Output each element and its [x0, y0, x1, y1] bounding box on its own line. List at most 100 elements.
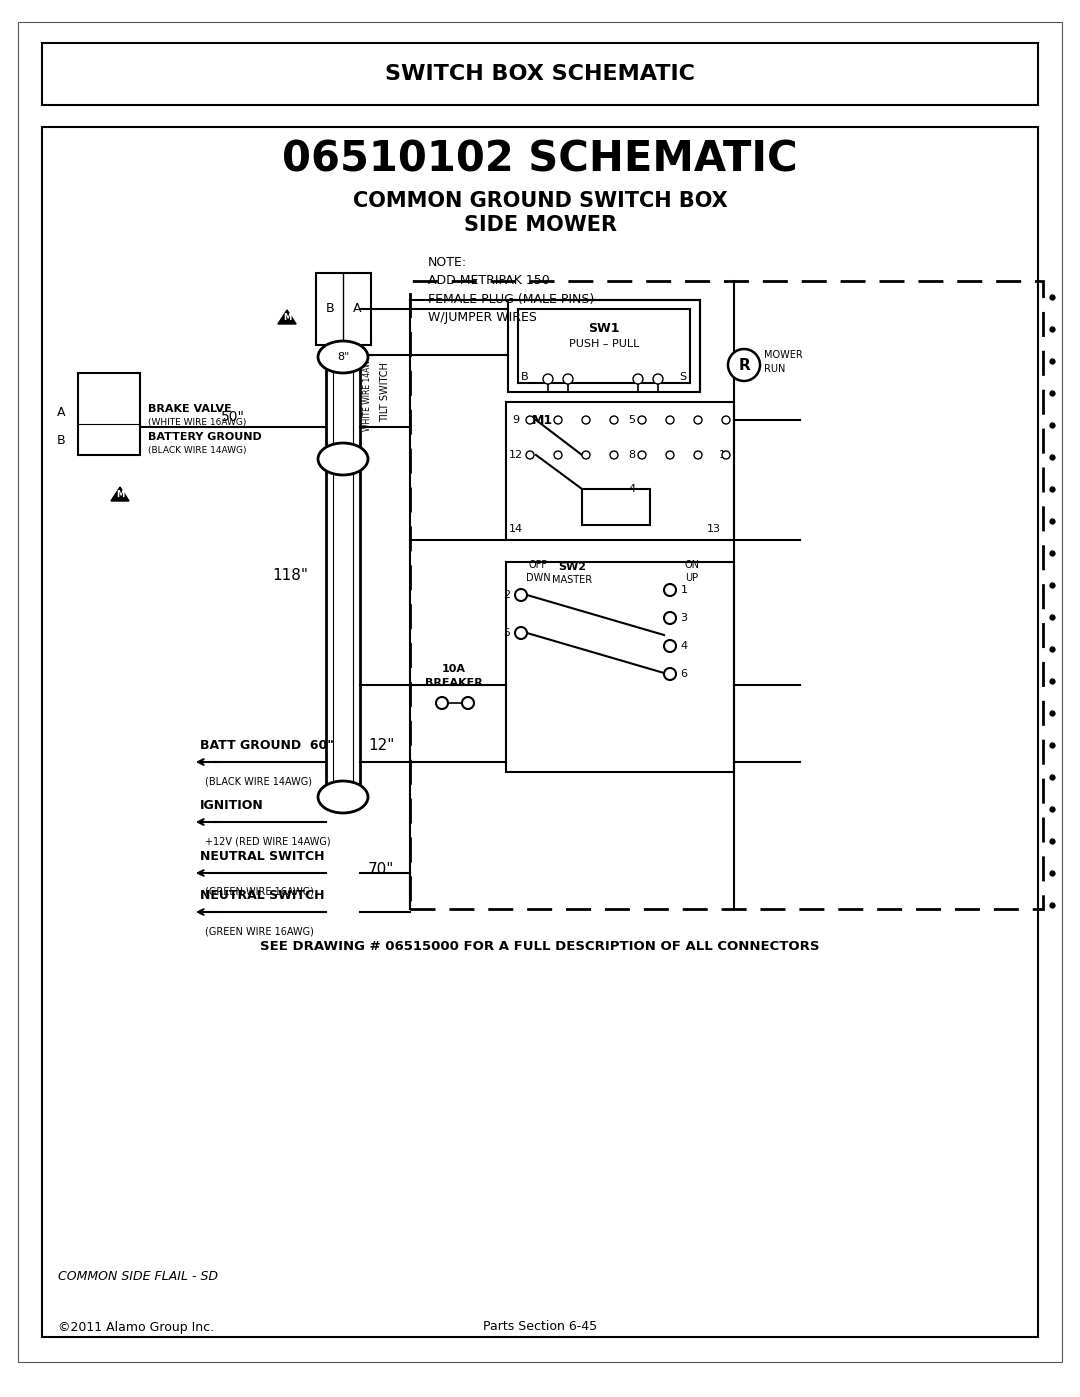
- Text: Parts Section 6-45: Parts Section 6-45: [483, 1320, 597, 1334]
- Text: B: B: [56, 433, 65, 447]
- Text: 2: 2: [503, 590, 511, 599]
- Circle shape: [723, 416, 730, 425]
- Circle shape: [638, 451, 646, 460]
- Text: (GREEN WIRE 16AWG): (GREEN WIRE 16AWG): [205, 926, 314, 936]
- Text: S: S: [679, 372, 687, 381]
- Text: 1: 1: [680, 585, 688, 595]
- Text: SEE DRAWING # 06515000 FOR A FULL DESCRIPTION OF ALL CONNECTORS: SEE DRAWING # 06515000 FOR A FULL DESCRI…: [260, 940, 820, 954]
- Text: SW1: SW1: [589, 323, 620, 335]
- Text: W/JUMPER WIRES: W/JUMPER WIRES: [428, 310, 537, 324]
- Circle shape: [666, 451, 674, 460]
- Text: BATT GROUND  60": BATT GROUND 60": [200, 739, 334, 752]
- Text: (GREEN WIRE 16AWG): (GREEN WIRE 16AWG): [205, 887, 314, 897]
- Text: 06510102 SCHEMATIC: 06510102 SCHEMATIC: [282, 138, 798, 180]
- Text: SWITCH BOX SCHEMATIC: SWITCH BOX SCHEMATIC: [384, 64, 696, 84]
- Text: 1: 1: [718, 450, 726, 460]
- Text: 12: 12: [509, 450, 523, 460]
- Circle shape: [694, 451, 702, 460]
- Text: 50": 50": [221, 409, 245, 425]
- Circle shape: [563, 374, 573, 384]
- Text: 14: 14: [509, 524, 523, 534]
- Text: COMMON GROUND SWITCH BOX: COMMON GROUND SWITCH BOX: [353, 191, 727, 211]
- Circle shape: [526, 451, 534, 460]
- Circle shape: [666, 416, 674, 425]
- Circle shape: [728, 349, 760, 381]
- Text: OFF: OFF: [528, 560, 548, 570]
- Circle shape: [694, 416, 702, 425]
- Circle shape: [653, 374, 663, 384]
- Text: TILT SWITCH: TILT SWITCH: [380, 362, 390, 422]
- Text: ON: ON: [685, 560, 700, 570]
- Text: SW2: SW2: [558, 562, 586, 571]
- Text: M1: M1: [531, 414, 553, 426]
- Text: DWN: DWN: [526, 573, 551, 583]
- Text: 70": 70": [368, 862, 394, 876]
- Text: 5: 5: [503, 629, 511, 638]
- Circle shape: [543, 374, 553, 384]
- Text: MOWER: MOWER: [764, 351, 802, 360]
- Polygon shape: [111, 488, 130, 502]
- Text: 3: 3: [680, 613, 688, 623]
- Text: RUN: RUN: [764, 365, 785, 374]
- Circle shape: [610, 416, 618, 425]
- Text: NEUTRAL SWITCH: NEUTRAL SWITCH: [200, 888, 324, 902]
- Text: 10A: 10A: [442, 664, 465, 673]
- Text: (BLACK WIRE 14AWG): (BLACK WIRE 14AWG): [205, 775, 312, 787]
- Text: 6: 6: [680, 669, 688, 679]
- Circle shape: [554, 451, 562, 460]
- Text: A: A: [56, 405, 65, 419]
- Text: COMMON SIDE FLAIL - SD: COMMON SIDE FLAIL - SD: [58, 1270, 218, 1284]
- Text: +12V (RED WIRE 14AWG): +12V (RED WIRE 14AWG): [205, 835, 330, 847]
- Circle shape: [638, 416, 646, 425]
- Circle shape: [554, 416, 562, 425]
- Text: (WHITE WIRE 16AWG): (WHITE WIRE 16AWG): [148, 418, 246, 426]
- Text: IGNITION: IGNITION: [200, 799, 264, 812]
- Circle shape: [723, 451, 730, 460]
- Ellipse shape: [318, 443, 368, 475]
- Text: 12": 12": [368, 738, 394, 753]
- Text: NEUTRAL SWITCH: NEUTRAL SWITCH: [200, 849, 324, 863]
- Circle shape: [515, 590, 527, 601]
- Ellipse shape: [318, 781, 368, 813]
- Circle shape: [436, 697, 448, 710]
- Text: WHITE WIRE 14AWG: WHITE WIRE 14AWG: [364, 353, 373, 430]
- Circle shape: [582, 451, 590, 460]
- Text: R: R: [738, 358, 750, 373]
- Text: MASTER: MASTER: [552, 576, 592, 585]
- Text: UP: UP: [686, 573, 699, 583]
- Text: FEMALE PLUG (MALE PINS): FEMALE PLUG (MALE PINS): [428, 292, 594, 306]
- Text: BREAKER: BREAKER: [426, 678, 483, 687]
- Circle shape: [582, 416, 590, 425]
- Text: 5: 5: [629, 415, 635, 425]
- Text: (BLACK WIRE 14AWG): (BLACK WIRE 14AWG): [148, 446, 246, 454]
- Text: SIDE MOWER: SIDE MOWER: [463, 215, 617, 235]
- Text: M: M: [283, 313, 292, 323]
- Text: B: B: [522, 372, 529, 381]
- Circle shape: [610, 451, 618, 460]
- Circle shape: [462, 697, 474, 710]
- Circle shape: [664, 668, 676, 680]
- Text: NOTE:: NOTE:: [428, 257, 468, 270]
- Text: 4: 4: [629, 483, 635, 495]
- Text: ADD METRIPAK 150: ADD METRIPAK 150: [428, 274, 550, 288]
- Circle shape: [664, 584, 676, 597]
- Text: BRAKE VALVE: BRAKE VALVE: [148, 404, 232, 414]
- Text: 8": 8": [337, 352, 349, 362]
- Circle shape: [664, 640, 676, 652]
- Polygon shape: [278, 310, 296, 324]
- Text: ©2011 Alamo Group Inc.: ©2011 Alamo Group Inc.: [58, 1320, 214, 1334]
- Ellipse shape: [318, 341, 368, 373]
- Circle shape: [526, 416, 534, 425]
- Text: 8: 8: [629, 450, 635, 460]
- Text: 4: 4: [680, 641, 688, 651]
- Text: BATTERY GROUND: BATTERY GROUND: [148, 432, 261, 441]
- Text: A: A: [353, 303, 361, 316]
- Text: PUSH – PULL: PUSH – PULL: [569, 339, 639, 349]
- Circle shape: [633, 374, 643, 384]
- Text: 13: 13: [707, 524, 721, 534]
- Text: B: B: [326, 303, 335, 316]
- Text: M: M: [116, 490, 124, 499]
- Text: 9: 9: [512, 415, 519, 425]
- Circle shape: [664, 612, 676, 624]
- Text: 118": 118": [272, 567, 308, 583]
